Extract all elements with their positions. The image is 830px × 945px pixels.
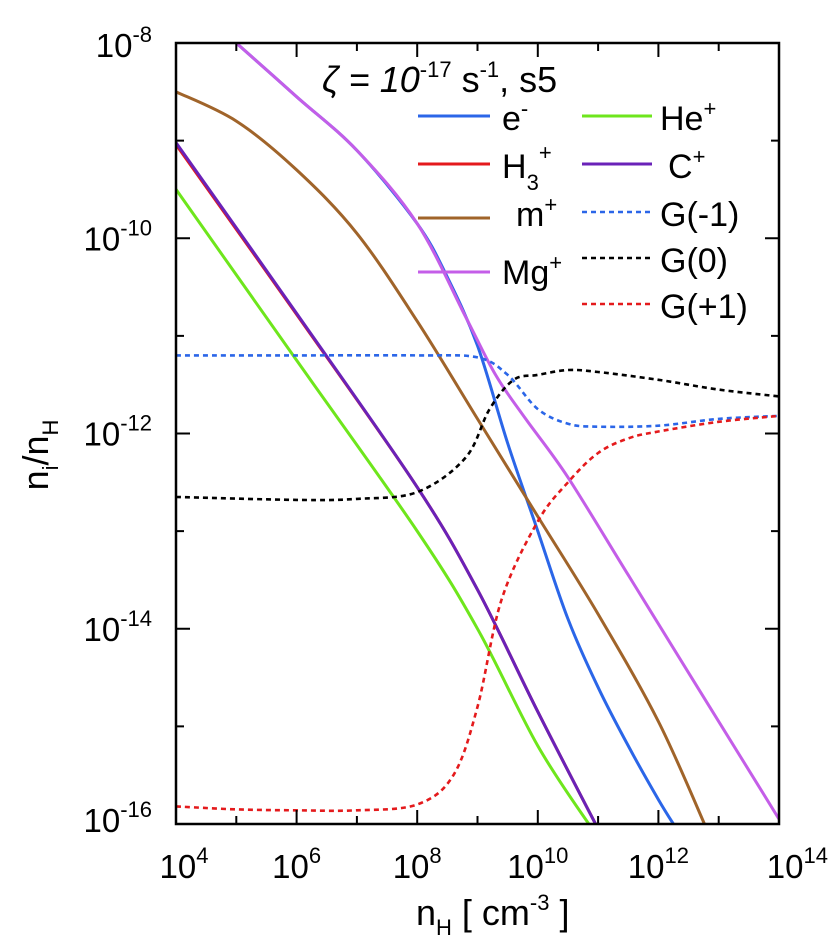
chart-title: ζ = 10-17 s-1, s5 — [322, 57, 557, 100]
legend: e-H3+m+ Mg+ He+ C+ G(-1) G(0) G(+1) — [418, 96, 748, 326]
y-tick-label: 10-10 — [83, 215, 152, 257]
legend-label-e-: e- — [502, 96, 528, 138]
x-tick-label: 1010 — [507, 843, 568, 885]
y-tick-label: 10-8 — [96, 22, 152, 64]
series-line-c- — [176, 141, 598, 824]
y-tick-label: 10-12 — [83, 411, 152, 453]
x-tick-label: 1012 — [628, 843, 689, 885]
legend-label-mg-: Mg+ — [502, 250, 562, 292]
series-line-g-1- — [176, 414, 779, 813]
legend-label-g-1-: G(+1) — [660, 288, 748, 326]
series-line-e- — [235, 43, 676, 824]
legend-label-h3-: H3+ — [502, 140, 552, 195]
series-layer — [176, 43, 779, 824]
x-tick-labels: 104 106 108 1010 1012 1014 — [160, 843, 828, 885]
series-line-he- — [176, 188, 591, 824]
x-tick-label: 104 — [160, 843, 209, 885]
y-axis-label: ni/nH — [15, 420, 63, 491]
y-tick-label: 10-14 — [83, 606, 152, 648]
series-line-g-0- — [176, 368, 779, 502]
x-tick-label: 106 — [272, 843, 321, 885]
legend-label-g-0-: G(0) — [660, 242, 728, 280]
y-tick-labels: 10-8 10-10 10-12 10-14 10-16 — [83, 22, 152, 839]
tick-layer — [175, 42, 780, 825]
x-tick-label: 1014 — [767, 843, 828, 885]
x-tick-label: 108 — [393, 843, 442, 885]
legend-label-he-: He+ — [660, 96, 716, 138]
y-tick-label: 10-16 — [83, 797, 152, 839]
series-line-m- — [176, 90, 707, 824]
series-line-mg- — [235, 43, 779, 820]
x-axis-label: nH [ cm-3 ] — [416, 890, 570, 940]
series-line-g-1- — [176, 353, 779, 429]
legend-label-m-: m+ — [516, 192, 557, 234]
legend-label-g-1-: G(-1) — [660, 196, 739, 234]
legend-label-c-: C+ — [668, 144, 705, 186]
